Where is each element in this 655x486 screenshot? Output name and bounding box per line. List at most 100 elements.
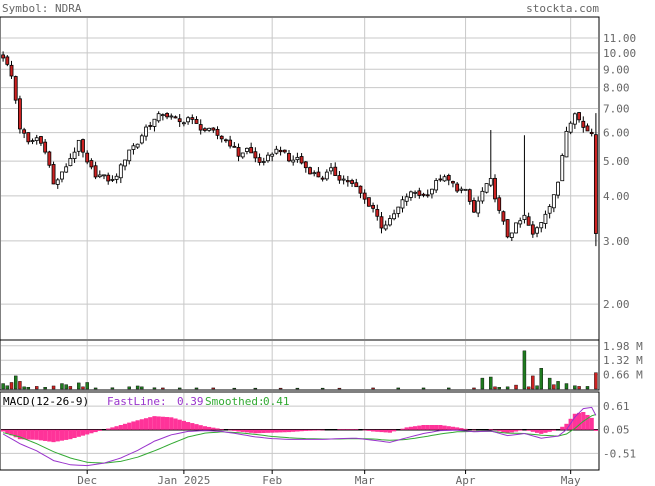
macd-histogram-bar — [421, 425, 426, 430]
macd-fast-line — [2, 406, 597, 467]
price-candle-body — [589, 131, 594, 135]
macd-histogram-bar — [312, 429, 317, 431]
price-candle-body — [266, 154, 270, 162]
volume-bar — [337, 387, 342, 390]
volume-bar — [573, 385, 577, 390]
macd-histogram-bar — [127, 422, 132, 430]
site-watermark: stockta.com — [526, 2, 599, 15]
price-candle-body — [190, 117, 195, 120]
macd-histogram-bar — [228, 429, 233, 431]
price-candle-body — [320, 177, 325, 180]
price-candle-body — [295, 156, 300, 161]
price-candle-body — [505, 219, 510, 238]
price-candle-body — [501, 211, 506, 222]
macd-histogram-bar — [455, 427, 460, 430]
volume-bar — [594, 372, 598, 390]
price-candle-body — [89, 160, 94, 168]
macd-histogram-bar — [585, 414, 590, 430]
macd-histogram-bar — [291, 429, 296, 432]
price-candle-body — [22, 129, 27, 134]
price-candle-body — [438, 178, 443, 181]
macd-histogram-bar — [316, 429, 321, 431]
macd-histogram-bar — [370, 429, 376, 432]
price-tick-label: 3.00 — [603, 235, 630, 248]
macd-histogram-bar — [354, 429, 359, 430]
macd-histogram-bar — [459, 428, 464, 430]
price-candle-body — [60, 171, 64, 180]
macd-histogram-bar — [509, 429, 514, 433]
volume-bar — [547, 377, 552, 390]
price-candle-body — [324, 171, 329, 180]
price-candle-body — [186, 117, 191, 123]
macd-histogram-bar — [59, 429, 65, 441]
volume-bar — [194, 387, 199, 390]
volume-bar — [64, 384, 68, 390]
price-candle-body — [274, 148, 279, 154]
price-candle-body — [312, 172, 317, 175]
price-candle-body — [1, 54, 6, 59]
macd-histogram-bar — [152, 416, 157, 430]
macd-histogram-bar — [518, 429, 523, 431]
volume-bar — [68, 386, 73, 390]
macd-histogram-bar — [249, 429, 254, 433]
macd-histogram-bar — [295, 429, 300, 432]
volume-bar — [211, 387, 216, 390]
price-candle-body — [148, 125, 153, 127]
price-candle-body — [354, 182, 359, 188]
macd-histogram-bar — [551, 429, 556, 431]
price-candle-body — [539, 222, 544, 229]
volume-bar — [14, 375, 18, 390]
macd-histogram-bar — [80, 429, 86, 436]
macd-histogram-bar — [534, 429, 540, 433]
smoothed-value: 0.41 — [263, 395, 290, 408]
price-candle-body — [257, 157, 262, 163]
macd-histogram-bar — [43, 429, 48, 441]
fastline-value: 0.39 — [177, 395, 204, 408]
price-candle-body — [236, 147, 241, 157]
macd-histogram-bar — [375, 429, 380, 432]
volume-bar — [77, 382, 81, 390]
macd-histogram-bar — [560, 426, 565, 430]
volume-bar — [22, 386, 26, 390]
price-candle-body — [240, 152, 245, 158]
volume-bar — [110, 387, 115, 390]
price-candle-body — [425, 194, 430, 197]
macd-histogram-bar — [450, 426, 456, 430]
macd-histogram-bar — [337, 429, 342, 430]
price-candle-body — [396, 206, 401, 214]
macd-histogram-bar — [190, 423, 195, 430]
macd-histogram-bar — [215, 428, 220, 430]
price-candle-body — [408, 191, 413, 198]
macd-histogram-bar — [543, 429, 548, 433]
price-candle-body — [177, 118, 182, 123]
x-tick-label: Jan 2025 — [157, 474, 210, 486]
price-candle-body — [455, 183, 460, 192]
macd-histogram-bar — [47, 429, 52, 442]
macd-histogram-bar — [118, 425, 123, 430]
price-candle-body — [514, 222, 518, 234]
price-candle-body — [173, 116, 178, 119]
macd-histogram-bar — [93, 429, 98, 433]
price-candle-body — [488, 178, 493, 186]
volume-bar — [493, 386, 497, 390]
macd-histogram-bar — [408, 426, 414, 430]
macd-histogram-bar — [286, 429, 292, 433]
macd-histogram-bar — [463, 428, 468, 430]
price-candle-body — [287, 152, 291, 162]
macd-histogram-bar — [471, 429, 477, 431]
price-candle-body — [224, 139, 228, 142]
price-candle-body — [379, 216, 384, 229]
volume-bar — [522, 350, 527, 390]
price-candle-body — [581, 120, 586, 128]
price-candle-body — [39, 136, 43, 144]
volume-bar — [371, 387, 375, 390]
price-candle-body — [43, 141, 48, 153]
price-candle-body — [421, 193, 426, 196]
volume-bar — [152, 387, 157, 390]
price-candle-body — [47, 151, 52, 166]
price-candle-body — [564, 130, 569, 158]
volume-bar — [85, 382, 89, 390]
macd-histogram-bar — [391, 429, 397, 432]
price-candle-body — [18, 98, 22, 130]
